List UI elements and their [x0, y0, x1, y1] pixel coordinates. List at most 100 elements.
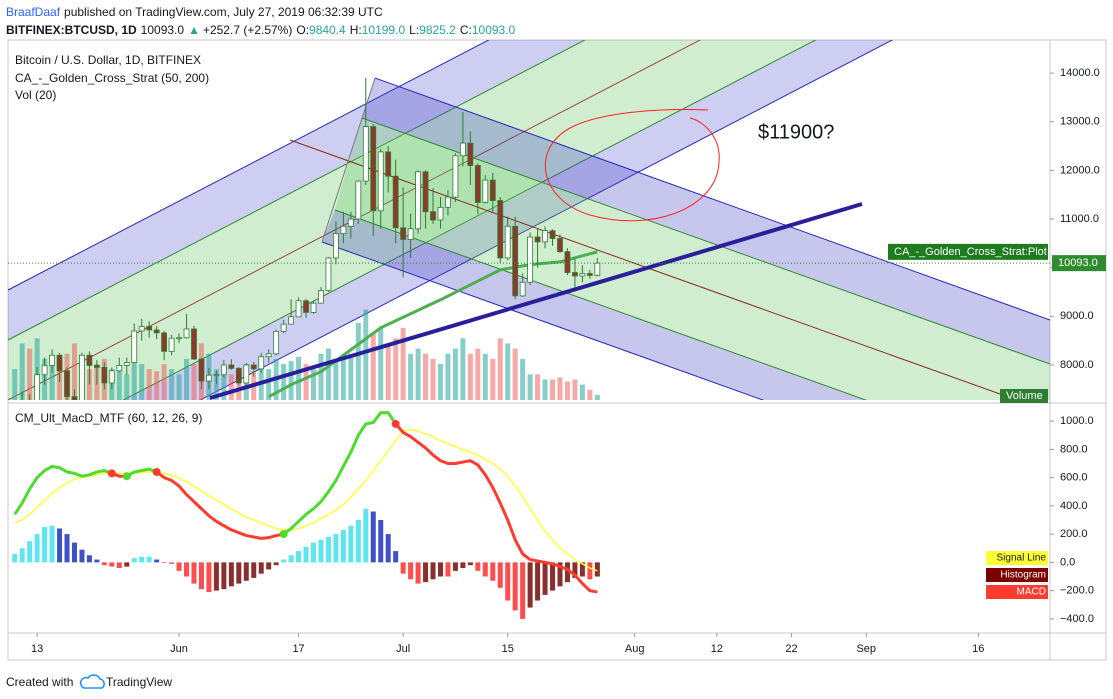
- histogram-bar: [594, 562, 600, 577]
- candle-body: [93, 365, 100, 368]
- volume-bar: [400, 328, 406, 400]
- y-tick-label: 0.0: [1060, 556, 1075, 568]
- y-tick-label: 12000.0: [1060, 164, 1100, 176]
- candle-body: [445, 196, 451, 208]
- volume-bar: [116, 371, 122, 400]
- candle-body: [355, 180, 362, 220]
- y-tick-label: 8000.0: [1060, 359, 1094, 371]
- histogram-bar: [57, 528, 63, 563]
- candle-body: [153, 329, 160, 334]
- y-tick-label: 800.0: [1060, 443, 1088, 455]
- histogram-bar: [303, 546, 309, 563]
- ohlc-value: 9825.2: [419, 23, 456, 37]
- histogram-bar: [550, 562, 556, 591]
- axes: 8000.09000.010000.011000.012000.013000.0…: [8, 67, 1106, 655]
- volume-bar: [370, 333, 376, 400]
- volume-bar: [557, 377, 563, 400]
- candle-body: [318, 290, 324, 304]
- candle-body: [430, 211, 436, 221]
- volume-bar: [423, 353, 429, 400]
- candle-body: [49, 354, 55, 366]
- x-tick-label: Sep: [856, 643, 876, 655]
- volume-bar: [385, 343, 391, 400]
- volume-bar: [191, 364, 197, 400]
- y-tick-label: 14000.0: [1060, 67, 1100, 79]
- annotation: $11900?: [758, 121, 834, 143]
- histogram-bar: [266, 562, 272, 570]
- candle-body: [534, 236, 541, 243]
- y-tick-label: 9000.0: [1060, 310, 1094, 322]
- channel-line: [8, 40, 702, 400]
- histogram-bar: [12, 553, 18, 563]
- candle-body: [34, 374, 41, 400]
- histogram-bar: [34, 534, 40, 563]
- volume-bar: [378, 328, 384, 400]
- footer-brand[interactable]: TradingView: [106, 675, 172, 689]
- histogram-bar: [198, 562, 204, 590]
- histogram-bar: [415, 562, 421, 584]
- volume-bar: [19, 343, 25, 400]
- candle-body: [56, 354, 63, 372]
- candle-body: [452, 155, 459, 198]
- histogram-bar: [64, 534, 70, 563]
- histogram-bar: [191, 562, 197, 584]
- histogram-bar: [467, 562, 473, 566]
- published: published on TradingView.com, July 27, 2…: [64, 5, 383, 19]
- volume-bar: [437, 364, 443, 400]
- volume-bar: [281, 364, 287, 400]
- volume-bar: [520, 358, 526, 400]
- volume-bar: [475, 348, 481, 400]
- histogram-bar: [281, 559, 287, 563]
- candle-body: [437, 206, 444, 221]
- cross-dot: [391, 419, 400, 428]
- candle-body: [183, 328, 190, 339]
- macd-line: [282, 411, 397, 536]
- pane-title: Bitcoin / U.S. Dollar, 1D, BITFINEX: [15, 53, 201, 67]
- y-tick-label: 13000.0: [1060, 116, 1100, 128]
- histogram-bar: [311, 542, 317, 563]
- candle-body: [557, 238, 563, 253]
- candle-body: [235, 367, 242, 384]
- volume-bar: [176, 374, 182, 400]
- x-tick-label: Jul: [396, 643, 410, 655]
- macd-line: [394, 422, 598, 594]
- histogram-bar: [94, 559, 100, 563]
- cross-dot: [122, 472, 131, 481]
- histogram-bar: [520, 562, 526, 619]
- candle-body: [108, 370, 115, 384]
- histogram-bar: [482, 562, 488, 577]
- x-tick-label: 12: [711, 643, 723, 655]
- candle-body: [459, 142, 466, 157]
- y-tick-label: 1000.0: [1060, 415, 1094, 427]
- legend-label: Histogram: [1000, 570, 1046, 581]
- histogram-bar: [273, 562, 279, 566]
- volume-bar: [228, 374, 234, 400]
- candle-body: [250, 364, 257, 370]
- candle-body: [123, 362, 130, 366]
- volume-bar: [288, 360, 294, 400]
- macd-line: [13, 464, 113, 516]
- candle-body: [564, 251, 571, 273]
- candle-body: [407, 228, 414, 240]
- histogram-bar: [355, 520, 361, 563]
- channel-band: [8, 40, 816, 400]
- histogram-bar: [527, 562, 533, 608]
- last-price-label: 10093.0: [1058, 257, 1098, 269]
- candle-body: [489, 179, 496, 201]
- cross-dot: [152, 467, 161, 476]
- user[interactable]: BraafDaaf: [6, 5, 61, 19]
- last-price-box: [1052, 255, 1106, 272]
- candle-body: [370, 126, 377, 212]
- y-tick-label: −400.0: [1060, 613, 1094, 625]
- histogram-bar: [370, 511, 376, 563]
- volume-label: Volume: [1006, 390, 1043, 402]
- candle-body: [347, 218, 354, 227]
- volume-bar: [452, 348, 458, 400]
- volume-bar: [430, 358, 436, 400]
- histogram-bar: [251, 562, 257, 578]
- indicator-legend: CA_-_Golden_Cross_Strat (50, 200): [15, 71, 209, 85]
- histogram-bar: [318, 539, 324, 563]
- histogram-bar: [296, 551, 302, 563]
- candle-body: [310, 302, 317, 313]
- histogram-bar: [124, 562, 130, 567]
